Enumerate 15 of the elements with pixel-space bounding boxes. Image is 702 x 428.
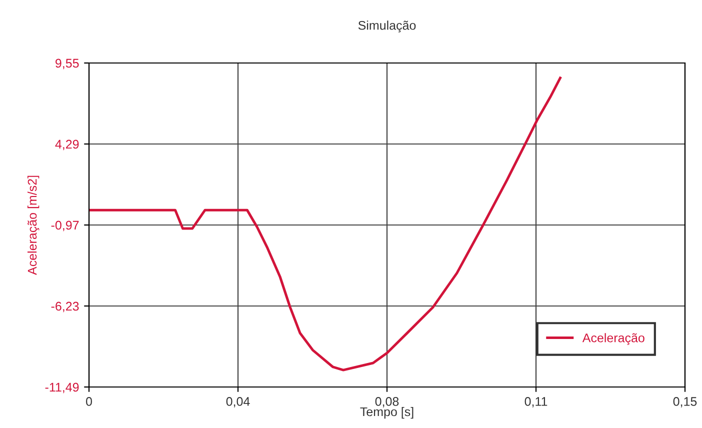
x-tick-label: 0,08 xyxy=(375,397,399,408)
y-tick-label: -0,97 xyxy=(51,220,79,232)
x-tick-label: 0 xyxy=(86,397,92,406)
x-tick-label: 0,15 xyxy=(673,397,697,408)
y-tick-label: 4,29 xyxy=(55,140,79,150)
x-tick-label: 0,04 xyxy=(226,397,250,408)
y-tick-label: -6,23 xyxy=(51,302,79,312)
chart-title: Simulação xyxy=(358,20,416,32)
x-tick-label: 0,11 xyxy=(524,397,548,408)
y-tick-label: 9,55 xyxy=(56,58,79,70)
line-series xyxy=(89,76,562,372)
y-tick-label: -11,49 xyxy=(45,382,79,394)
x-axis-title: Tempo [s] xyxy=(360,406,414,419)
legend-label: Aceleração xyxy=(582,333,644,345)
y-axis-title: Aceleração [m/s2] xyxy=(28,176,40,275)
